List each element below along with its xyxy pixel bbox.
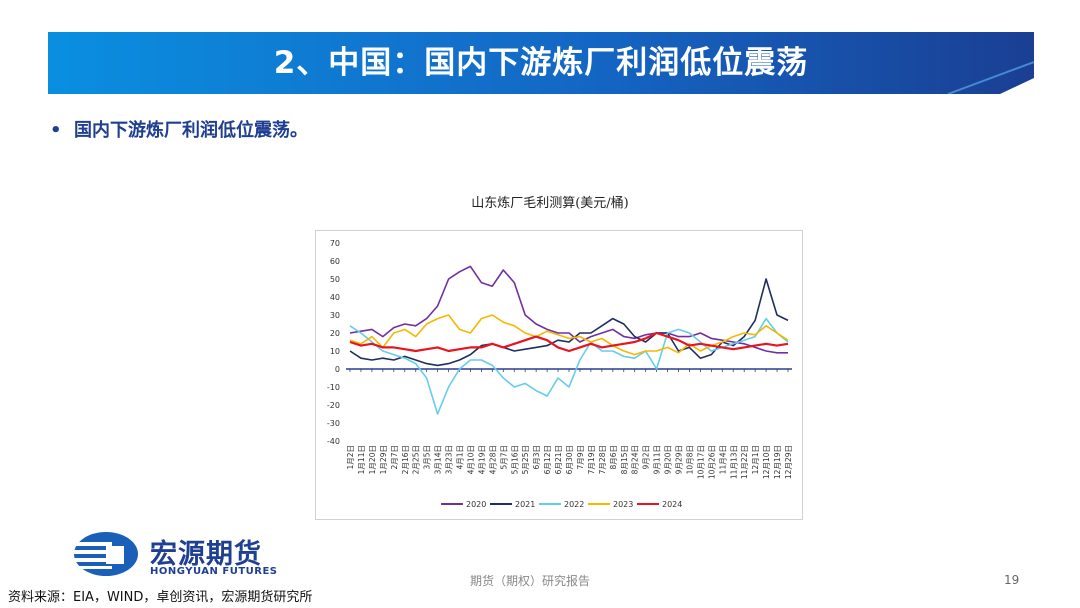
x-tick-label: 7月28日 (598, 445, 607, 474)
x-tick-label: 6月21日 (554, 445, 563, 474)
x-tick-label: 8月6日 (609, 445, 618, 470)
x-tick-label: 9月2日 (642, 445, 651, 470)
bullet-text: 国内下游炼厂利润低位震荡。 (74, 120, 308, 141)
y-tick-label: 0 (335, 365, 340, 374)
series-line-2022 (349, 317, 789, 415)
x-tick-label: 1月2日 (346, 445, 355, 470)
x-tick-label: 2月16日 (401, 445, 410, 474)
source-note: 资料来源：EIA，WIND，卓创资讯，宏源期货研究所 (8, 590, 313, 605)
page-number: 19 (1004, 573, 1020, 587)
chart-container: 70 60 50 40 30 20 10 0 -10 -20 -30 -40 1月2日 1月11日 1月20… (315, 230, 803, 520)
x-tick-label: 4月10日 (466, 445, 475, 474)
x-tick-label: 7月19日 (587, 445, 596, 474)
x-tick-label: 9月11日 (653, 445, 662, 474)
line-chart: 70 60 50 40 30 20 10 0 -10 -20 -30 -40 1月2日 1月11日 1月20… (327, 239, 793, 509)
y-tick-label: 40 (330, 293, 340, 302)
x-tick-label: 12月1日 (751, 445, 760, 474)
series-line-2020 (349, 265, 788, 354)
header-banner: 2、中国：国内下游炼厂利润低位震荡 (48, 32, 1034, 94)
y-tick-label: -40 (327, 437, 340, 446)
x-tick-label: 8月15日 (620, 445, 629, 474)
logo-text-cn: 宏源期货 (150, 539, 262, 570)
x-tick-label: 8月24日 (631, 445, 640, 474)
y-tick-label: 60 (330, 257, 340, 266)
legend-label-2022: 2022 (564, 500, 584, 509)
y-tick-label: -20 (327, 401, 340, 410)
x-tick-label: 5月16日 (510, 445, 519, 474)
x-tick-label: 6月30日 (565, 445, 574, 474)
company-logo: 宏源期货 HONGYUAN FUTURES (72, 528, 312, 584)
x-tick-label: 1月20日 (368, 445, 377, 474)
x-tick-label: 9月29日 (675, 445, 684, 474)
y-tick-label: -30 (327, 419, 340, 428)
chart-title: 山东炼厂毛利测算(美元/桶) (471, 196, 629, 211)
x-tick-label: 2月25日 (412, 445, 421, 474)
x-tick-label: 3月5日 (423, 445, 432, 470)
x-tick-label: 10月26日 (707, 445, 716, 479)
x-tick-label: 4月28日 (488, 445, 497, 474)
y-tick-label: 20 (330, 329, 340, 338)
x-tick-label: 12月10日 (762, 445, 771, 479)
legend-label-2024: 2024 (662, 500, 682, 509)
legend-label-2023: 2023 (613, 500, 633, 509)
logo-text-en: HONGYUAN FUTURES (150, 566, 278, 577)
page-title: 2、中国：国内下游炼厂利润低位震荡 (273, 45, 809, 81)
x-tick-label: 10月17日 (696, 445, 705, 479)
series-line-2024 (349, 331, 789, 353)
x-tick-label: 2月7日 (390, 445, 399, 470)
banner-background (48, 32, 1034, 94)
x-tick-label: 11月4日 (718, 445, 727, 474)
y-tick-label: 30 (330, 311, 340, 320)
legend-label-2021: 2021 (515, 500, 535, 509)
x-tick-label: 6月3日 (532, 445, 541, 470)
x-tick-label: 5月25日 (521, 445, 530, 474)
x-tick-label: 11月22日 (740, 445, 749, 479)
x-tick-label: 7月9日 (576, 445, 585, 470)
x-tick-label: 6月12日 (543, 445, 552, 474)
x-tick-label: 5月7日 (499, 445, 508, 470)
x-tick-label: 12月29日 (784, 445, 793, 479)
bullet-point: • 国内下游炼厂利润低位震荡。 (50, 116, 308, 142)
x-tick-label: 9月20日 (664, 445, 673, 474)
y-tick-label: -10 (327, 383, 340, 392)
x-tick-label: 4月19日 (477, 445, 486, 474)
y-tick-label: 10 (330, 347, 340, 356)
legend-label-2020: 2020 (466, 500, 486, 509)
footer-label: 期货（期权）研究报告 (470, 574, 591, 588)
y-tick-label: 70 (330, 239, 340, 248)
x-tick-label: 1月11日 (357, 445, 366, 474)
series-line-2021 (349, 278, 789, 367)
y-tick-label: 50 (330, 275, 340, 284)
x-tick-label: 3月14日 (434, 445, 443, 474)
bullet-marker: • (50, 120, 62, 141)
logo-mark-icon (72, 532, 138, 576)
x-tick-label: 3月23日 (445, 445, 454, 474)
x-tick-label: 12月19日 (773, 445, 782, 479)
x-tick-label: 10月8日 (685, 445, 694, 474)
x-tick-label: 1月29日 (379, 445, 388, 474)
series-line-2023 (349, 314, 789, 356)
x-tick-label: 4月1日 (456, 445, 465, 470)
x-tick-label: 11月13日 (729, 445, 738, 479)
